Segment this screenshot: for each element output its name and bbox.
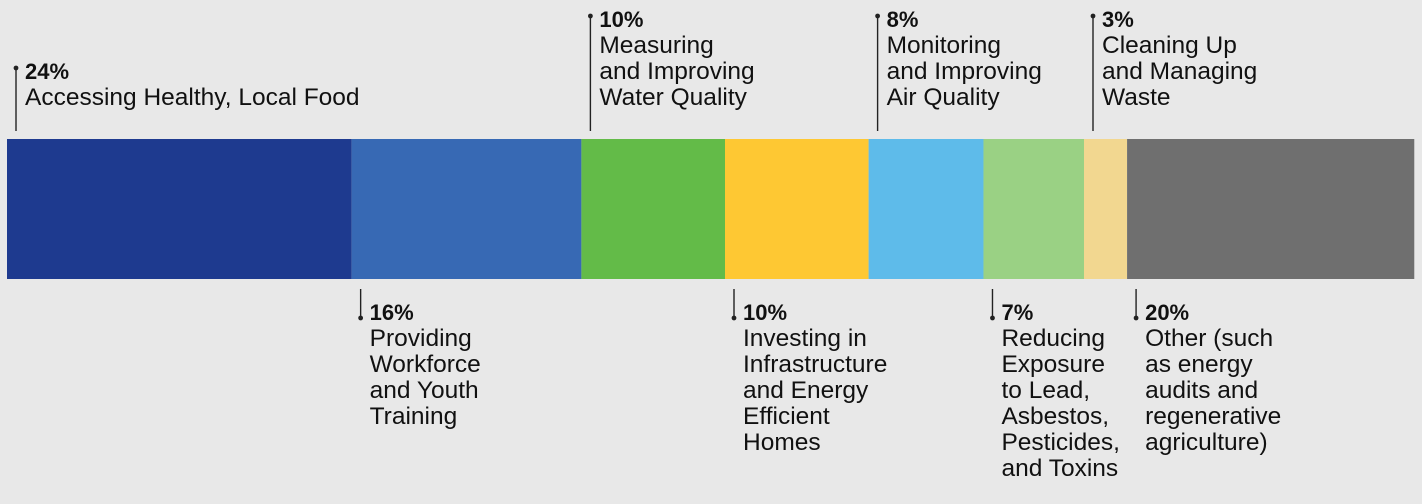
segment-label-3: 10% Investing in Infrastructure and Energ… <box>743 301 887 456</box>
bar-segment-6 <box>1084 139 1128 279</box>
segment-percent-0: 24% <box>25 59 70 84</box>
segment-category-4: Monitoring and Improving Air Quality <box>886 32 1042 112</box>
leader-dot-5 <box>990 315 995 321</box>
segment-category-0: Accessing Healthy, Local Food <box>25 84 360 112</box>
bar-segment-2 <box>581 139 725 279</box>
segment-label-5: 7% Reducing Exposure to Lead, Asbestos, P… <box>1001 301 1119 482</box>
segment-category-6: Cleaning Up and Managing Waste <box>1102 32 1258 112</box>
leader-dot-1 <box>358 315 364 321</box>
leader-dot-0 <box>13 65 19 71</box>
segment-percent-7: 20% <box>1145 300 1190 325</box>
segment-percent-3: 10% <box>743 300 788 325</box>
segment-percent-2: 10% <box>599 7 644 32</box>
segment-label-0: 24% Accessing Healthy, Local Food <box>25 60 360 111</box>
leader-dot-4 <box>875 13 880 19</box>
bar-segment-5 <box>983 139 1084 279</box>
segment-category-5: Reducing Exposure to Lead, Asbestos, Pes… <box>1001 325 1120 483</box>
segment-category-7: Other (such as energy audits and regener… <box>1145 325 1282 457</box>
segment-percent-4: 8% <box>886 7 919 32</box>
segment-label-4: 8% Monitoring and Improving Air Quality <box>887 8 1042 111</box>
segment-percent-1: 16% <box>369 300 414 325</box>
segment-percent-5: 7% <box>1001 300 1034 325</box>
segment-category-1: Providing Workforce and Youth Training <box>369 325 481 431</box>
segment-category-3: Investing in Infrastructure and Energy E… <box>743 325 888 457</box>
segment-label-7: 20% Other (such as energy audits and rege… <box>1145 301 1281 456</box>
segment-label-1: 16% Providing Workforce and Youth Trainin… <box>370 301 481 430</box>
segment-label-6: 3% Cleaning Up and Managing Waste <box>1102 8 1257 111</box>
bar-segment-3 <box>725 139 869 279</box>
segment-percent-6: 3% <box>1102 7 1134 32</box>
bar-segment-0 <box>7 139 352 279</box>
leader-dot-6 <box>1090 13 1096 19</box>
leader-dot-3 <box>731 315 737 321</box>
bar-segment-1 <box>351 139 582 279</box>
leader-dot-7 <box>1133 315 1139 321</box>
segment-category-2: Measuring and Improving Water Quality <box>599 32 755 112</box>
bar-segment-4 <box>868 139 984 279</box>
leader-dot-2 <box>588 13 593 19</box>
bar-segment-7 <box>1127 139 1415 279</box>
segment-label-2: 10% Measuring and Improving Water Quality <box>599 8 754 111</box>
